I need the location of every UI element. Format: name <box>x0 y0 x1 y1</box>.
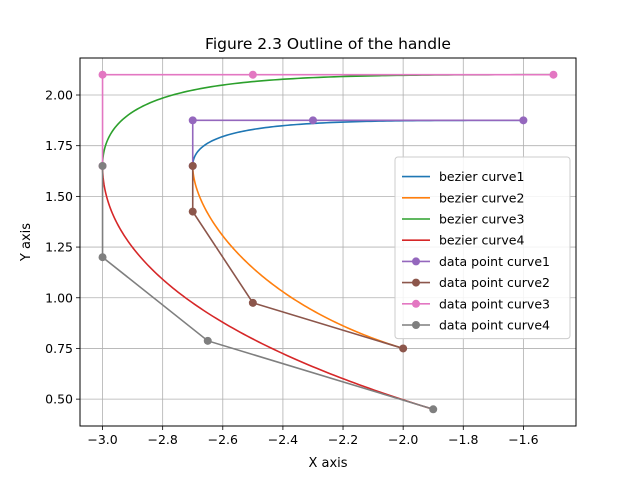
x-axis-label: X axis <box>308 456 347 471</box>
legend-box <box>395 157 570 339</box>
x-tick-label: −2.2 <box>328 432 358 447</box>
data-point-data-point-curve2 <box>189 208 197 216</box>
y-tick-label: 0.75 <box>45 341 73 356</box>
x-tick-label: −2.4 <box>268 432 298 447</box>
y-tick-label: 1.50 <box>45 189 73 204</box>
legend-marker <box>412 300 420 308</box>
legend-entry-label: data point curve3 <box>439 296 550 311</box>
legend-entry-label: data point curve4 <box>439 318 550 333</box>
y-axis-label: Y axis <box>19 223 34 262</box>
data-point-data-point-curve2 <box>399 344 407 352</box>
legend-marker <box>412 257 420 265</box>
legend-entry-label: bezier curve1 <box>439 169 524 184</box>
y-tick-label: 0.50 <box>45 392 73 407</box>
data-point-data-point-curve2 <box>189 162 197 170</box>
legend-marker <box>412 279 420 287</box>
legend-entry-label: data point curve1 <box>439 254 550 269</box>
y-tick-label: 1.25 <box>45 240 73 255</box>
data-point-data-point-curve4 <box>429 405 437 413</box>
legend-marker <box>412 321 420 329</box>
legend-entry-label: bezier curve3 <box>439 212 524 227</box>
data-point-data-point-curve1 <box>309 116 317 124</box>
legend-entry-label: data point curve2 <box>439 275 550 290</box>
x-tick-label: −2.8 <box>147 432 177 447</box>
legend-entry-label: bezier curve2 <box>439 190 524 205</box>
data-point-data-point-curve3 <box>549 71 557 79</box>
data-point-data-point-curve4 <box>204 337 212 345</box>
x-tick-label: −3.0 <box>87 432 117 447</box>
data-point-data-point-curve4 <box>99 162 107 170</box>
data-point-data-point-curve2 <box>249 299 257 307</box>
data-point-data-point-curve1 <box>519 116 527 124</box>
legend-entry-label: bezier curve4 <box>439 233 524 248</box>
x-tick-label: −1.8 <box>448 432 478 447</box>
y-tick-label: 1.00 <box>45 290 73 305</box>
x-tick-label: −2.0 <box>388 432 418 447</box>
y-tick-label: 1.75 <box>45 138 73 153</box>
chart-title: Figure 2.3 Outline of the handle <box>205 35 451 53</box>
y-tick-label: 2.00 <box>45 88 73 103</box>
data-point-data-point-curve4 <box>99 253 107 261</box>
x-tick-label: −1.6 <box>508 432 538 447</box>
data-point-data-point-curve3 <box>99 71 107 79</box>
data-point-data-point-curve1 <box>189 116 197 124</box>
legend: bezier curve1 bezier curve2 bezier curve3 b… <box>395 157 570 339</box>
data-point-data-point-curve3 <box>249 71 257 79</box>
x-tick-label: −2.6 <box>208 432 238 447</box>
